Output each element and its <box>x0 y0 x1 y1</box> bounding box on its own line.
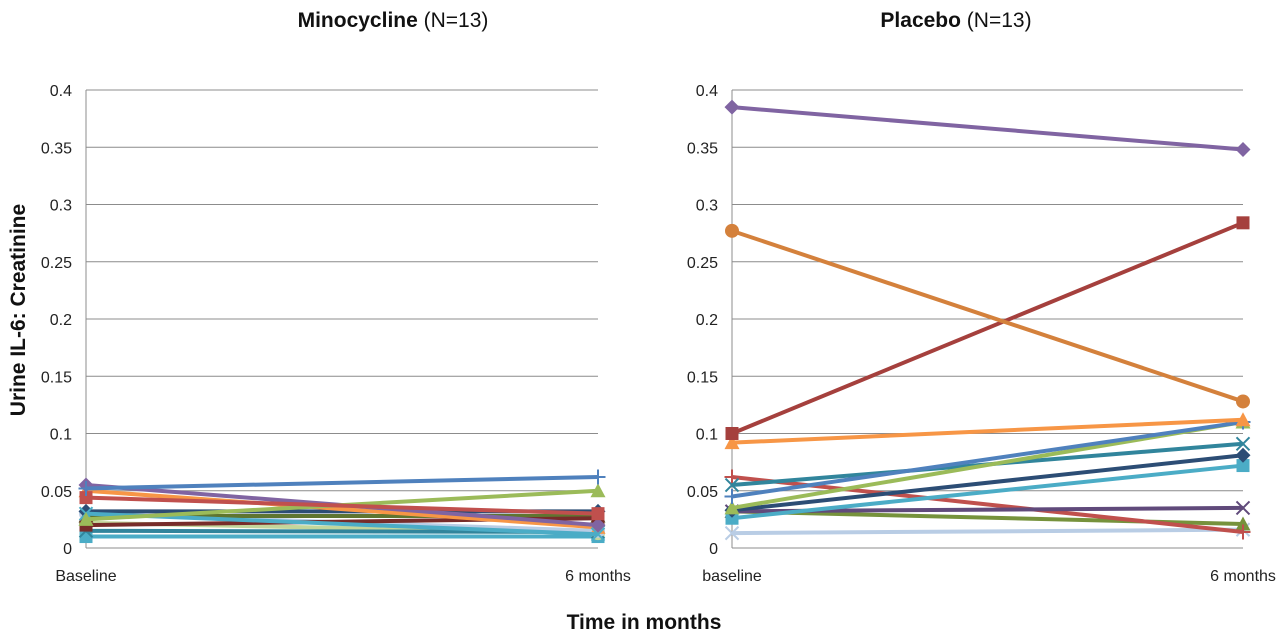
placebo-panel-title: Placebo (N=13) <box>880 9 1031 32</box>
minocycline-panel-title: Minocycline (N=13) <box>298 9 489 32</box>
placebo-data-point <box>724 99 740 115</box>
placebo-data-point <box>724 469 740 485</box>
placebo-data-point <box>724 525 740 541</box>
placebo-data-point <box>725 223 739 238</box>
placebo-series-11 <box>724 469 1251 540</box>
placebo-series-3 <box>725 216 1250 440</box>
placebo-plot-area: 0 0.05 0.1 0.15 0.2 0.25 0.3 0.35 0.4 baseline 6 m… <box>687 83 1276 585</box>
placebo-y-tick-label: 0.1 <box>696 427 718 444</box>
minocycline-series-2 <box>79 491 605 521</box>
x-axis-title: Time in months <box>567 611 722 634</box>
minocycline-data-point <box>590 483 606 498</box>
placebo-y-tick-label: 0.4 <box>696 83 718 100</box>
placebo-data-point <box>1235 500 1251 516</box>
minocycline-y-tick-label: 0.15 <box>41 369 72 386</box>
minocycline-x-tick-label: Baseline <box>55 568 116 585</box>
placebo-series-2 <box>725 223 1250 409</box>
minocycline-data-point <box>590 517 606 533</box>
y-axis-title: Urine IL-6: Creatinine <box>7 204 30 416</box>
minocycline-data-point <box>590 469 606 485</box>
placebo-y-tick-label: 0.15 <box>687 369 718 386</box>
placebo-data-point <box>724 435 740 450</box>
placebo-series-line <box>731 453 1244 513</box>
placebo-series-1 <box>724 99 1251 158</box>
placebo-series-4 <box>724 412 1251 450</box>
minocycline-data-point <box>78 511 94 526</box>
placebo-data-point <box>1236 459 1250 473</box>
minocycline-title-bold: Minocycline <box>298 9 418 32</box>
minocycline-y-tick-label: 0.3 <box>50 198 72 215</box>
minocycline-series-line <box>85 511 599 537</box>
placebo-data-point <box>1235 142 1251 158</box>
minocycline-plot-area: 0 0.05 0.1 0.15 0.2 0.25 0.3 0.35 0.4 Baseline 6 m… <box>41 83 631 585</box>
minocycline-y-tick-label: 0.05 <box>41 484 72 501</box>
minocycline-title-suffix: (N=13) <box>418 9 489 32</box>
minocycline-data-point <box>590 527 606 542</box>
minocycline-y-tick-label: 0.35 <box>41 140 72 157</box>
minocycline-x-tick-label: 6 months <box>565 568 631 585</box>
placebo-series-line <box>731 420 1244 499</box>
placebo-y-tick-label: 0.3 <box>696 198 718 215</box>
placebo-title-bold: Placebo <box>880 9 961 32</box>
placebo-x-tick-label: baseline <box>702 568 762 585</box>
minocycline-y-tick-label: 0.1 <box>50 427 72 444</box>
placebo-series-line <box>731 105 1244 152</box>
placebo-y-tick-label: 0.05 <box>687 484 718 501</box>
placebo-y-tick-label: 0.35 <box>687 140 718 157</box>
minocycline-y-tick-label: 0 <box>63 541 72 558</box>
placebo-series-line <box>731 475 1244 534</box>
minocycline-data-point <box>591 507 605 521</box>
minocycline-y-tick-label: 0.2 <box>50 312 72 329</box>
placebo-series-line <box>731 228 1244 404</box>
minocycline-series-line <box>85 488 599 530</box>
placebo-title-suffix: (N=13) <box>961 9 1032 32</box>
placebo-data-point <box>1236 216 1250 230</box>
placebo-series-line <box>731 417 1244 445</box>
placebo-y-tick-label: 0.2 <box>696 312 718 329</box>
placebo-series-line <box>731 527 1244 536</box>
minocycline-data-point <box>79 491 93 505</box>
placebo-data-point <box>1235 516 1251 531</box>
minocycline-series-1 <box>78 469 606 496</box>
placebo-data-point <box>724 477 740 493</box>
placebo-x-tick-label: 6 months <box>1210 568 1276 585</box>
placebo-data-point <box>1235 447 1251 463</box>
minocycline-y-tick-label: 0.4 <box>50 83 72 100</box>
placebo-series-line <box>731 220 1244 436</box>
placebo-series-line <box>731 463 1244 521</box>
placebo-data-point <box>1235 524 1251 540</box>
placebo-data-point <box>1235 436 1251 452</box>
minocycline-y-tick-label: 0.25 <box>41 255 72 272</box>
placebo-series-9 <box>725 459 1250 525</box>
placebo-data-point <box>1235 412 1251 427</box>
placebo-data-point <box>724 488 740 504</box>
placebo-data-point <box>725 511 739 525</box>
minocycline-data-point <box>78 480 94 496</box>
minocycline-series-line <box>85 475 599 491</box>
minocycline-series-line <box>85 495 599 516</box>
placebo-y-tick-label: 0.25 <box>687 255 718 272</box>
placebo-data-point <box>1236 394 1250 409</box>
placebo-data-point <box>724 500 740 515</box>
placebo-y-tick-label: 0 <box>709 541 718 558</box>
placebo-data-point <box>725 427 739 440</box>
